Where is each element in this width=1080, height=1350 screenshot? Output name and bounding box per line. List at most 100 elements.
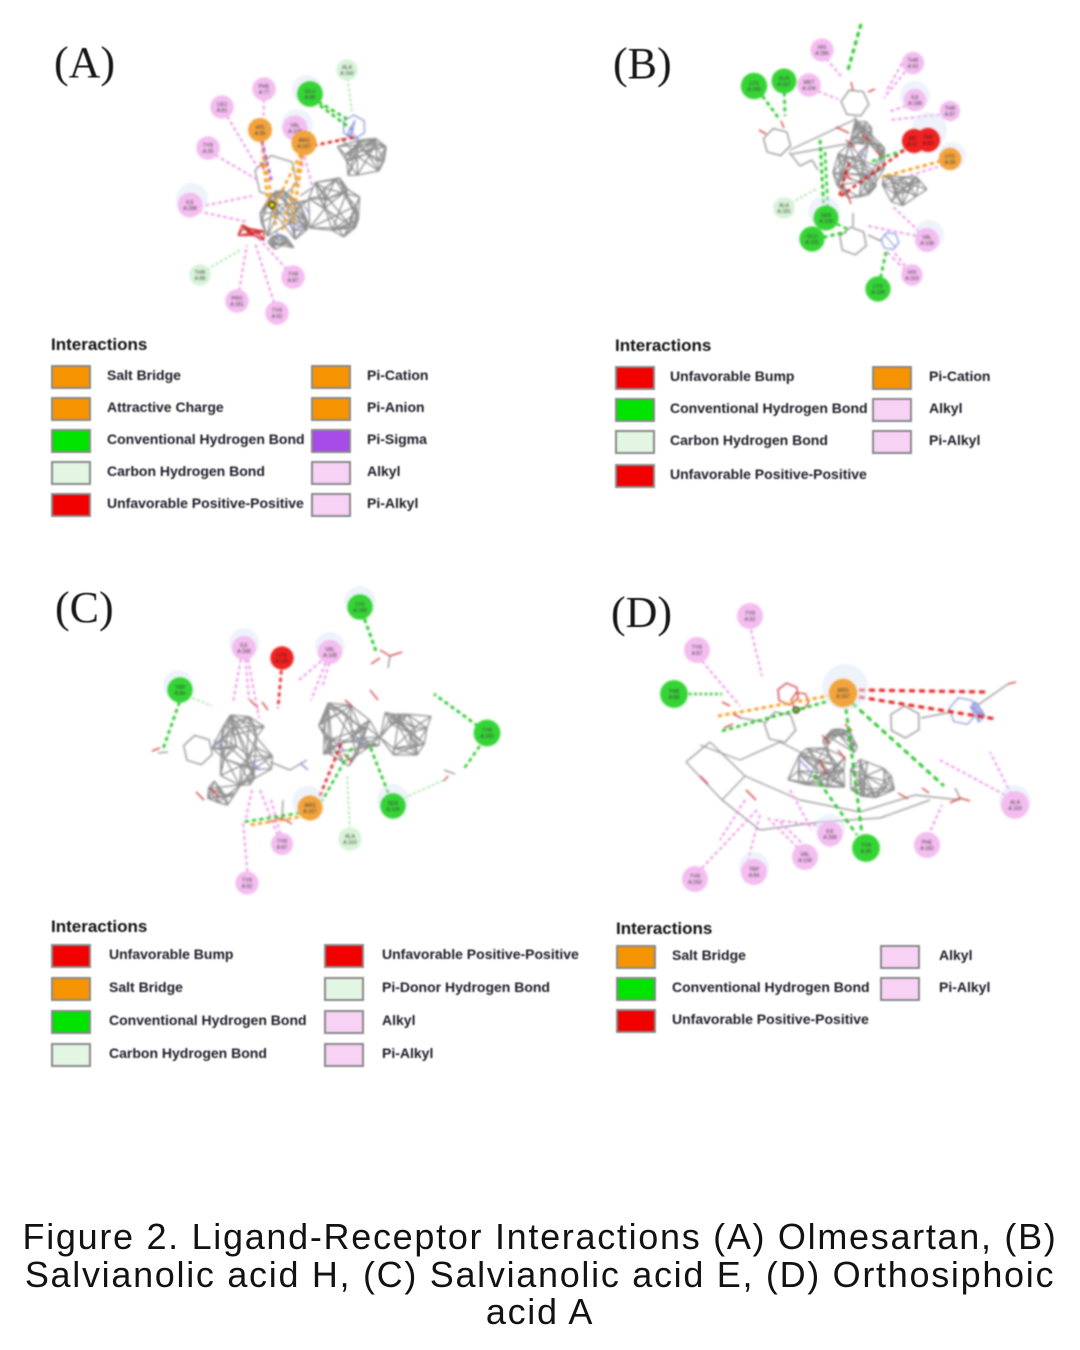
svg-text:A:189: A:189 xyxy=(871,290,885,296)
svg-text:A:181: A:181 xyxy=(777,209,791,215)
svg-text:LYS: LYS xyxy=(873,284,883,290)
svg-text:PHE: PHE xyxy=(922,840,933,846)
svg-text:MET: MET xyxy=(804,80,816,86)
svg-text:A:167: A:167 xyxy=(907,142,921,148)
svg-text:A:167: A:167 xyxy=(297,144,311,150)
svg-text:TRP: TRP xyxy=(749,867,760,873)
svg-text:A:87: A:87 xyxy=(288,278,299,284)
svg-text:TYR: TYR xyxy=(745,611,756,617)
svg-text:LEU: LEU xyxy=(217,102,227,108)
svg-text:ALA: ALA xyxy=(342,65,352,71)
svg-text:GLU: GLU xyxy=(305,89,316,95)
svg-text:LYS: LYS xyxy=(945,154,955,160)
svg-text:HIS: HIS xyxy=(818,45,827,51)
svg-text:TYR: TYR xyxy=(242,878,253,884)
svg-text:A:292: A:292 xyxy=(688,880,702,886)
svg-text:A:36: A:36 xyxy=(255,131,266,137)
svg-text:A:35: A:35 xyxy=(203,149,214,155)
svg-text:ILE: ILE xyxy=(240,643,248,649)
svg-text:A:191: A:191 xyxy=(275,659,289,665)
svg-text:ILE: ILE xyxy=(911,95,919,101)
svg-text:TYR: TYR xyxy=(692,645,703,651)
svg-text:TYR: TYR xyxy=(690,874,701,880)
svg-text:A:163: A:163 xyxy=(1008,806,1022,812)
svg-text:A:87: A:87 xyxy=(277,845,288,851)
svg-text:ALA: ALA xyxy=(1010,800,1020,806)
svg-text:A:92: A:92 xyxy=(745,617,756,623)
svg-text:VAL: VAL xyxy=(290,123,300,129)
svg-text:HIS: HIS xyxy=(256,125,265,131)
svg-text:SER: SER xyxy=(388,801,399,807)
svg-text:VAL: VAL xyxy=(922,235,932,241)
svg-text:LYS: LYS xyxy=(749,81,759,87)
svg-text:VAL: VAL xyxy=(325,647,335,653)
svg-text:A:108: A:108 xyxy=(288,129,302,135)
svg-text:VAL: VAL xyxy=(800,852,810,858)
svg-text:A:104: A:104 xyxy=(802,86,816,92)
svg-text:A:108: A:108 xyxy=(920,241,934,247)
svg-text:A:108: A:108 xyxy=(323,653,337,659)
svg-text:A:292: A:292 xyxy=(480,734,494,740)
svg-text:A:199: A:199 xyxy=(747,87,761,93)
svg-text:TYR: TYR xyxy=(861,843,872,849)
svg-text:A:288: A:288 xyxy=(237,649,251,655)
svg-text:TYR: TYR xyxy=(482,728,493,734)
svg-text:A:160: A:160 xyxy=(340,71,354,77)
svg-text:PHE: PHE xyxy=(259,84,270,90)
svg-text:TRP: TRP xyxy=(175,685,186,691)
svg-text:TYR: TYR xyxy=(203,143,214,149)
svg-text:A:105: A:105 xyxy=(805,240,819,246)
svg-text:A:288: A:288 xyxy=(823,835,837,841)
svg-text:A:84: A:84 xyxy=(923,141,934,147)
svg-text:A:81: A:81 xyxy=(217,108,228,114)
svg-text:PRO: PRO xyxy=(231,296,242,302)
svg-text:A:288: A:288 xyxy=(183,206,197,212)
svg-text:LYS: LYS xyxy=(277,653,287,659)
svg-text:HIS: HIS xyxy=(908,270,917,276)
svg-text:THR: THR xyxy=(669,689,680,695)
svg-text:A:199: A:199 xyxy=(353,608,367,614)
svg-text:A:92: A:92 xyxy=(908,64,919,70)
svg-text:ALA: ALA xyxy=(345,834,355,840)
svg-text:ALA: ALA xyxy=(779,203,789,209)
svg-text:TYR: TYR xyxy=(288,272,299,278)
svg-text:THR: THR xyxy=(195,270,206,276)
svg-text:A:36: A:36 xyxy=(945,160,956,166)
svg-text:TYR: TYR xyxy=(272,308,283,314)
svg-text:GLN: GLN xyxy=(779,76,790,82)
svg-text:A:88: A:88 xyxy=(195,276,206,282)
svg-text:A:84: A:84 xyxy=(175,691,186,697)
svg-text:ARG: ARG xyxy=(908,136,919,142)
svg-text:GLU: GLU xyxy=(807,234,818,240)
svg-text:ARG: ARG xyxy=(837,688,848,694)
svg-text:A:167: A:167 xyxy=(303,809,317,815)
svg-text:A:163: A:163 xyxy=(343,840,357,846)
svg-text:A:109: A:109 xyxy=(819,219,833,225)
svg-text:ILE: ILE xyxy=(186,200,194,206)
svg-text:TRP: TRP xyxy=(923,135,934,141)
svg-text:A:281: A:281 xyxy=(230,302,244,308)
svg-text:A:163: A:163 xyxy=(905,276,919,282)
svg-text:A:167: A:167 xyxy=(836,694,850,700)
svg-text:A:84: A:84 xyxy=(749,873,760,879)
svg-text:A:182: A:182 xyxy=(920,846,934,852)
svg-text:ILE: ILE xyxy=(826,829,834,835)
svg-text:A:167: A:167 xyxy=(777,82,791,88)
svg-text:A:108: A:108 xyxy=(798,858,812,864)
svg-text:A:87: A:87 xyxy=(692,651,703,657)
svg-text:A:88: A:88 xyxy=(669,695,680,701)
svg-text:A:77: A:77 xyxy=(259,90,270,96)
svg-text:THR: THR xyxy=(945,106,956,112)
svg-text:SER: SER xyxy=(821,213,832,219)
svg-text:A:286: A:286 xyxy=(815,51,829,57)
svg-text:ARG: ARG xyxy=(304,803,315,809)
svg-text:ARG: ARG xyxy=(298,138,309,144)
svg-text:A:92: A:92 xyxy=(272,314,283,320)
svg-text:A:35: A:35 xyxy=(861,849,872,855)
svg-text:A:188: A:188 xyxy=(908,101,922,107)
svg-text:A:109: A:109 xyxy=(386,807,400,813)
svg-text:TYR: TYR xyxy=(277,839,288,845)
svg-text:A:92: A:92 xyxy=(242,884,253,890)
svg-text:A:96: A:96 xyxy=(305,95,316,101)
svg-text:LYS: LYS xyxy=(355,602,365,608)
